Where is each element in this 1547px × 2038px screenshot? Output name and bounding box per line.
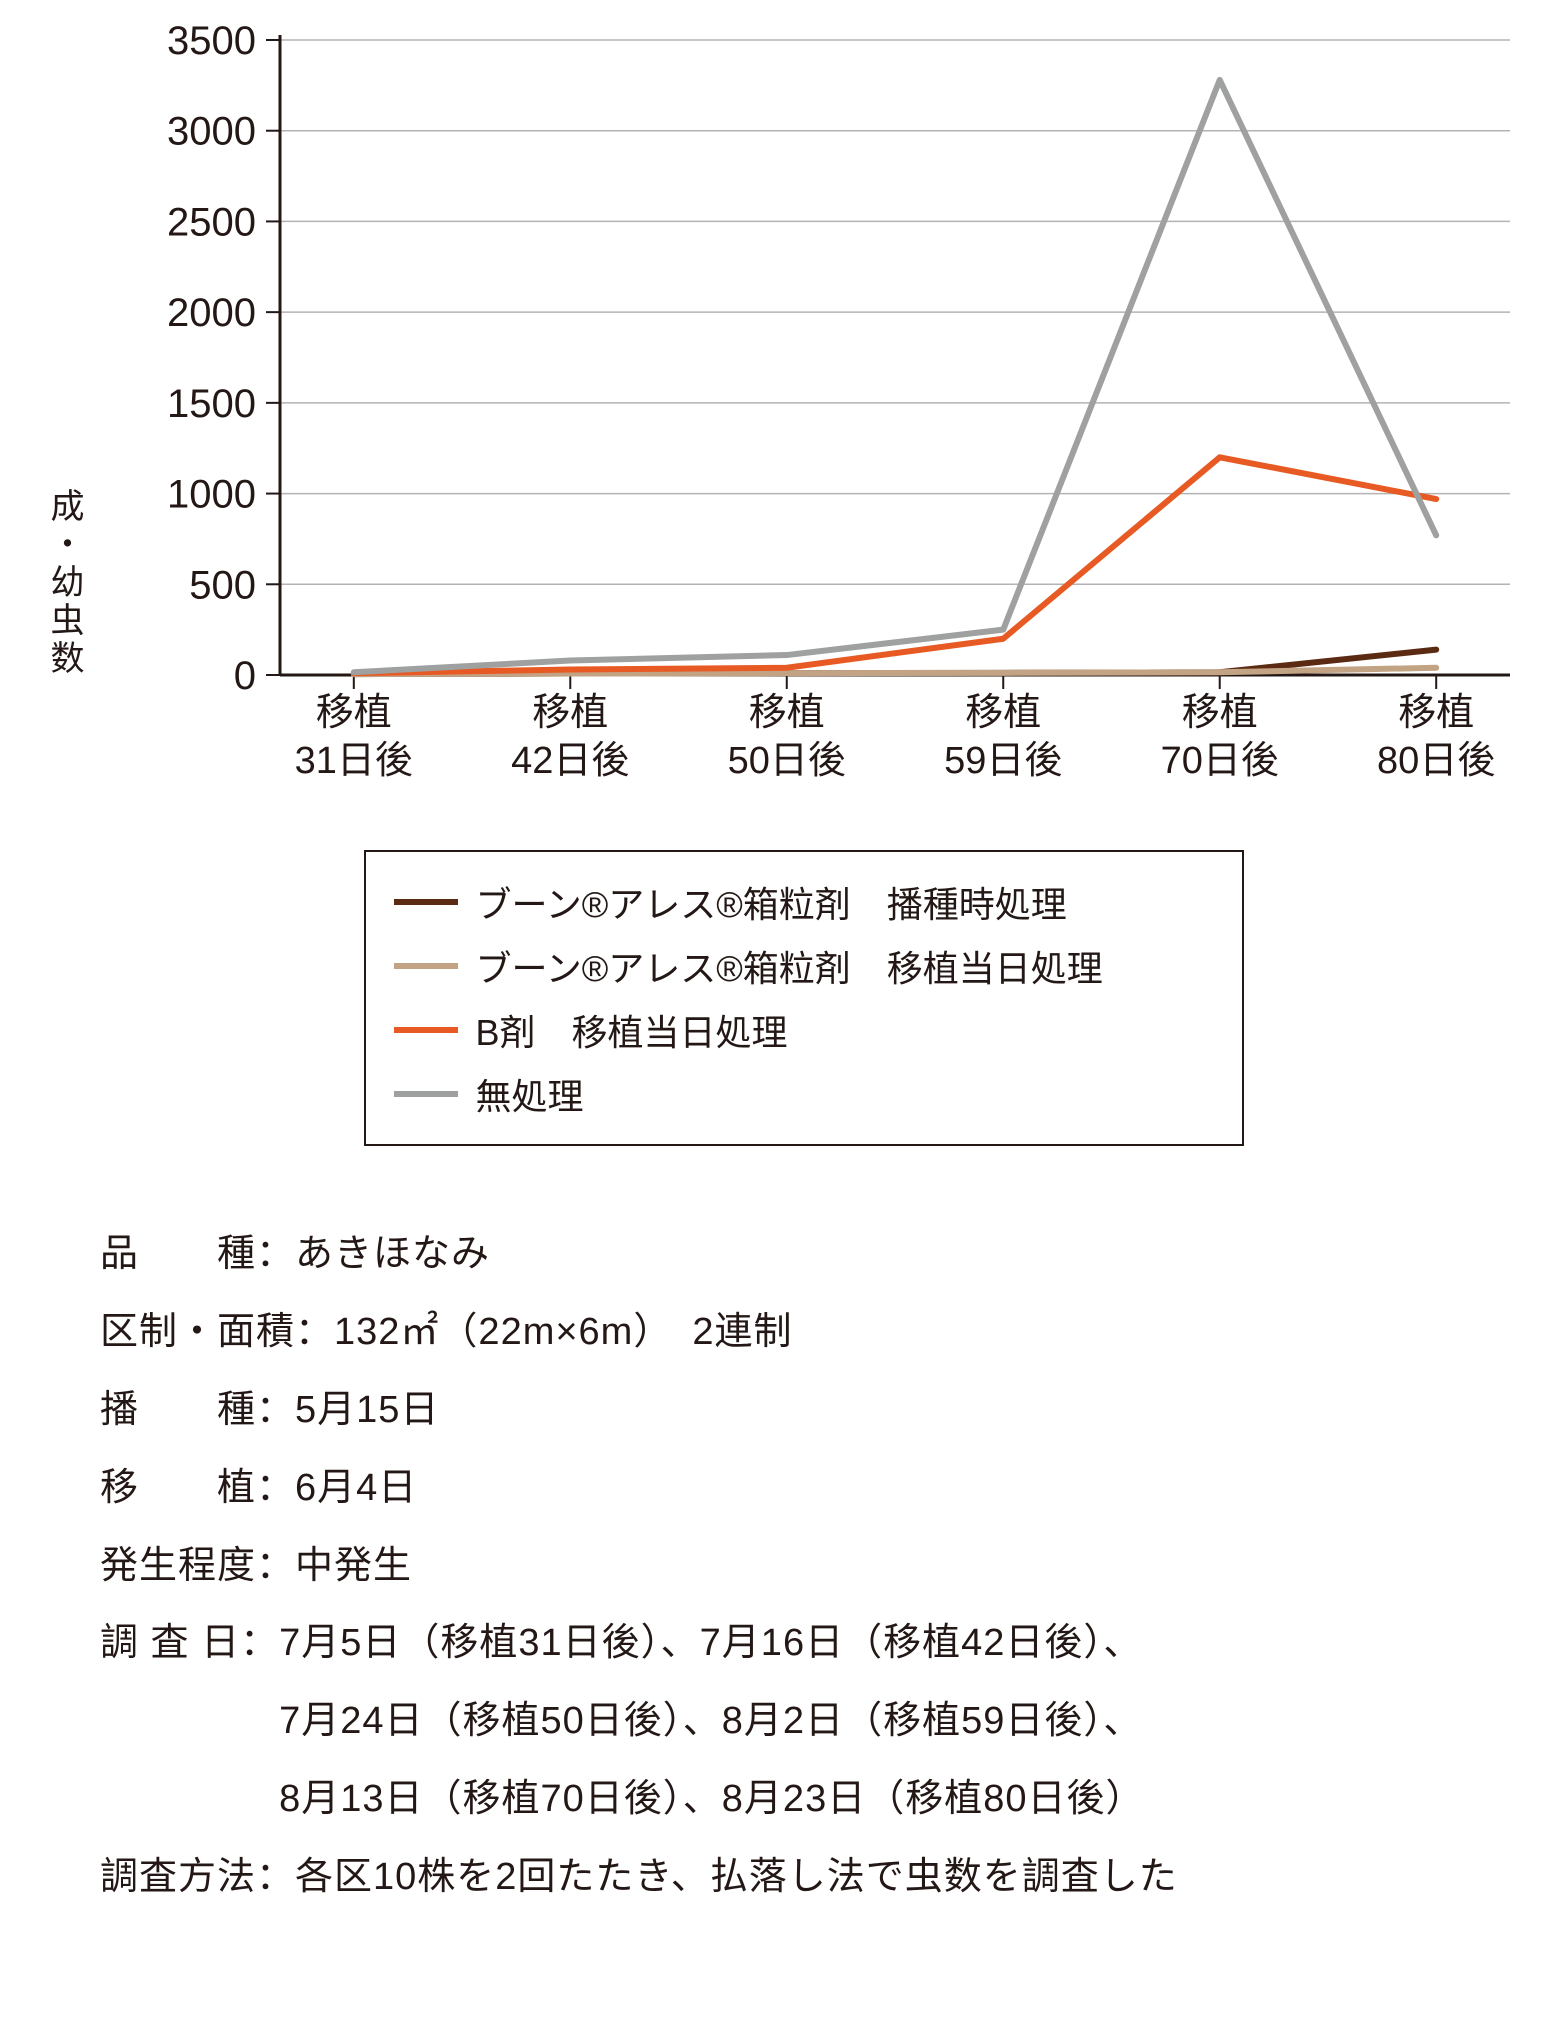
info-key: 品 種 xyxy=(100,1216,256,1294)
info-separator: ： xyxy=(256,1372,295,1450)
info-row: 発生程度：中発生 xyxy=(100,1528,1487,1606)
legend-item: ブーン®アレス®箱粒剤 移植当日処理 xyxy=(394,934,1214,998)
info-separator: ： xyxy=(295,1294,334,1372)
info-value: 5月15日 xyxy=(295,1372,1487,1450)
info-row: 品 種：あきほなみ xyxy=(100,1216,1487,1294)
chart-container: 成・幼虫数 0500100015002000250030003500移植31日後… xyxy=(100,20,1507,1146)
info-separator: ： xyxy=(256,1839,295,1917)
y-tick-label: 3000 xyxy=(167,110,256,154)
x-tick-label: 移植 xyxy=(1182,692,1258,734)
info-value: 7月5日（移植31日後）、7月16日（移植42日後）、 xyxy=(279,1605,1487,1683)
x-tick-label: 70日後 xyxy=(1161,740,1279,782)
info-row: 調 査 日：8月13日（移植70日後）、8月23日（移植80日後） xyxy=(100,1761,1487,1839)
info-key: 移 植 xyxy=(100,1450,256,1528)
x-tick-label: 移植 xyxy=(316,692,392,734)
legend-swatch xyxy=(394,899,458,905)
info-row: 区制・面積：132㎡（22m×6m） 2連制 xyxy=(100,1294,1487,1372)
y-axis-title: 成・幼虫数 xyxy=(40,488,89,678)
info-value: 132㎡（22m×6m） 2連制 xyxy=(334,1294,1487,1372)
x-tick-label: 移植 xyxy=(749,692,825,734)
legend-label: B剤 移植当日処理 xyxy=(476,1004,788,1056)
info-value: 6月4日 xyxy=(295,1450,1487,1528)
info-separator: ： xyxy=(240,1605,279,1683)
x-tick-label: 80日後 xyxy=(1377,740,1495,782)
info-row: 播 種：5月15日 xyxy=(100,1372,1487,1450)
info-value: あきほなみ xyxy=(295,1216,1487,1294)
info-separator: ： xyxy=(256,1216,295,1294)
info-separator: ： xyxy=(256,1528,295,1606)
y-tick-label: 3500 xyxy=(167,20,256,63)
legend-label: ブーン®アレス®箱粒剤 移植当日処理 xyxy=(476,940,1103,992)
x-tick-label: 移植 xyxy=(532,692,608,734)
x-tick-label: 移植 xyxy=(1398,692,1474,734)
legend-label: 無処理 xyxy=(476,1068,584,1120)
legend-swatch xyxy=(394,1091,458,1097)
info-row: 調 査 日：7月5日（移植31日後）、7月16日（移植42日後）、 xyxy=(100,1605,1487,1683)
info-row: 移 植：6月4日 xyxy=(100,1450,1487,1528)
y-tick-label: 1500 xyxy=(167,382,256,426)
info-row: 調 査 日：7月24日（移植50日後）、8月2日（移植59日後）、 xyxy=(100,1683,1487,1761)
info-key: 発生程度 xyxy=(100,1528,256,1606)
x-tick-label: 59日後 xyxy=(944,740,1062,782)
legend-swatch xyxy=(394,1027,458,1033)
legend-item: 無処理 xyxy=(394,1062,1214,1126)
info-separator: ： xyxy=(256,1450,295,1528)
y-tick-label: 1000 xyxy=(167,473,256,517)
y-tick-label: 500 xyxy=(189,563,256,607)
legend-item: ブーン®アレス®箱粒剤 播種時処理 xyxy=(394,870,1214,934)
chart-plot: 0 500 1000 1500 2000 2500 3000 3500 移植 31日後 移植 42日後… xyxy=(100,20,1507,810)
x-tick-label: 42日後 xyxy=(511,740,629,782)
info-value: 各区10株を2回たたき、払落し法で虫数を調査した xyxy=(295,1839,1487,1917)
info-key: 播 種 xyxy=(100,1372,256,1450)
info-value: 中発生 xyxy=(295,1528,1487,1606)
info-row: 調査方法：各区10株を2回たたき、払落し法で虫数を調査した xyxy=(100,1839,1487,1917)
info-block: 品 種：あきほなみ区制・面積：132㎡（22m×6m） 2連制播 種：5月15日… xyxy=(40,1216,1507,1917)
y-tick-label: 2500 xyxy=(167,200,256,244)
info-key: 調 査 日 xyxy=(100,1605,240,1683)
series-line xyxy=(354,80,1436,672)
legend-swatch xyxy=(394,963,458,969)
x-tick-label: 50日後 xyxy=(728,740,846,782)
line-chart-svg: 0 500 1000 1500 2000 2500 3000 3500 移植 31日後 移植 42日後… xyxy=(100,20,1547,805)
y-tick-label: 2000 xyxy=(167,291,256,335)
legend-label: ブーン®アレス®箱粒剤 播種時処理 xyxy=(476,876,1067,928)
info-value: 7月24日（移植50日後）、8月2日（移植59日後）、 xyxy=(279,1683,1487,1761)
y-tick-label: 0 xyxy=(234,654,256,698)
legend-item: B剤 移植当日処理 xyxy=(394,998,1214,1062)
info-key: 区制・面積 xyxy=(100,1294,295,1372)
info-value: 8月13日（移植70日後）、8月23日（移植80日後） xyxy=(279,1761,1487,1839)
x-tick-label: 移植 xyxy=(965,692,1041,734)
info-key: 調査方法 xyxy=(100,1839,256,1917)
x-tick-label: 31日後 xyxy=(295,740,413,782)
legend: ブーン®アレス®箱粒剤 播種時処理ブーン®アレス®箱粒剤 移植当日処理 B剤 移植… xyxy=(364,850,1244,1146)
